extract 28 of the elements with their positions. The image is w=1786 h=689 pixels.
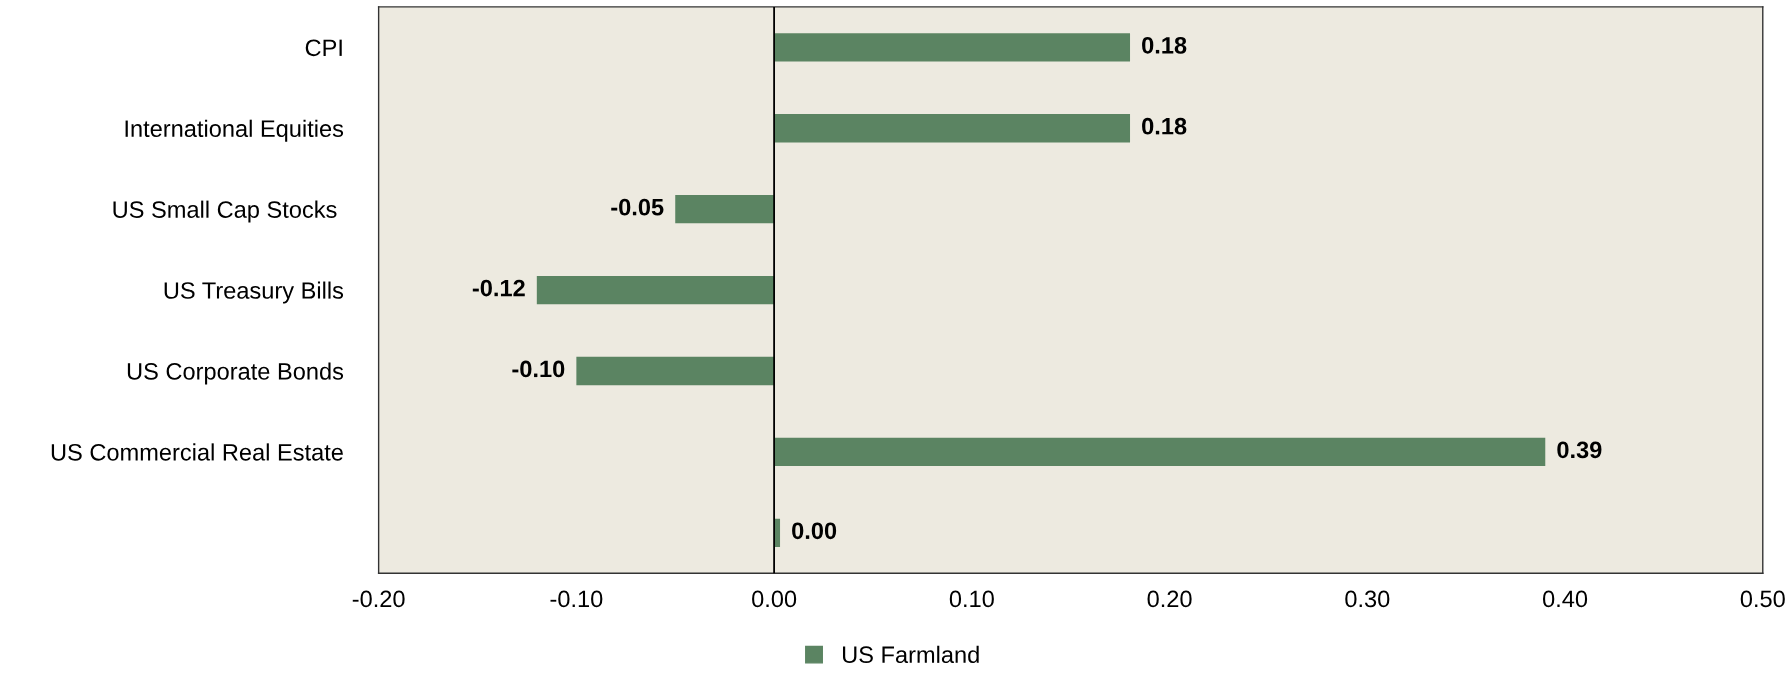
bar xyxy=(774,437,1546,467)
bar xyxy=(536,275,775,305)
y-tick-label: International Equities xyxy=(125,119,344,142)
x-tick-label: 0.50 xyxy=(1740,590,1785,608)
x-tick-label: 0.10 xyxy=(949,590,994,608)
data-label: 0.18 xyxy=(1142,117,1187,135)
bar xyxy=(774,114,1131,143)
y-tick-label: US Small Cap Stocks xyxy=(113,200,337,223)
x-tick-label: -0.20 xyxy=(352,590,405,608)
y-tick-label: US Commercial Real Estate xyxy=(51,443,343,461)
data-label: 0.18 xyxy=(1142,36,1187,54)
y-tick-label: CPI xyxy=(305,39,342,57)
bar xyxy=(675,195,775,224)
data-label: 0.00 xyxy=(792,522,837,540)
data-label: -0.05 xyxy=(611,198,664,216)
x-tick-label: 0.30 xyxy=(1345,590,1390,608)
y-tick-label: US Corporate Bonds xyxy=(127,362,344,385)
bar xyxy=(576,356,775,386)
legend-label: US Farmland xyxy=(842,645,979,664)
data-label: 0.39 xyxy=(1557,441,1602,459)
x-tick-label: -0.10 xyxy=(550,590,603,608)
data-label: -0.10 xyxy=(512,360,565,378)
y-tick-label: US Treasury Bills xyxy=(164,281,344,304)
data-label: -0.12 xyxy=(472,279,525,297)
x-tick-label: 0.20 xyxy=(1147,590,1192,608)
x-tick-label: 0.40 xyxy=(1542,590,1588,608)
x-tick-label: 0.00 xyxy=(752,590,797,608)
bar xyxy=(774,33,1131,62)
